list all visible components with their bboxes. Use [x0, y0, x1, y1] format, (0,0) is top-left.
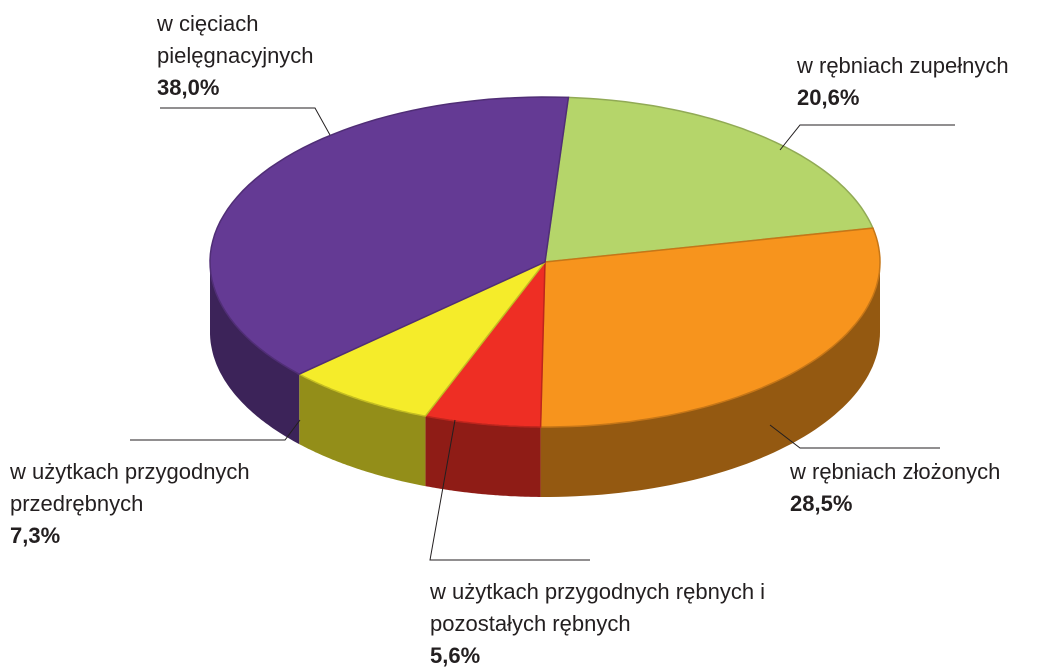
slice — [209, 96, 570, 375]
category-label: w rębniach zupełnych — [797, 53, 1009, 78]
leader-line — [429, 419, 590, 561]
slice-side — [425, 416, 541, 497]
category-label: w cięciach pielęgnacyjnych — [157, 11, 314, 68]
slice-label: w cięciach pielęgnacyjnych 38,0% — [157, 8, 357, 104]
slice-side — [210, 262, 300, 445]
value-label: 5,6% — [430, 643, 481, 667]
slice — [424, 259, 546, 428]
slice-label: w rębniach złożonych 28,5% — [790, 456, 1057, 520]
leader-line — [130, 419, 301, 441]
value-label: 7,3% — [10, 523, 61, 548]
leader-line — [779, 124, 955, 151]
category-label: w rębniach złożonych — [790, 459, 1001, 484]
slice-label: w rębniach zupełnych 20,6% — [797, 50, 1057, 114]
category-label: w użytkach przygodnych rębnych i pozosta… — [430, 579, 766, 636]
slice-side — [299, 374, 426, 487]
slice — [544, 96, 875, 263]
slice-label: w użytkach przygodnych przedrębnych 7,3% — [10, 456, 310, 552]
category-label: w użytkach przygodnych przedrębnych — [10, 459, 250, 516]
value-label: 28,5% — [790, 491, 853, 516]
value-label: 20,6% — [797, 85, 860, 110]
leader-line — [160, 107, 331, 136]
slice-side — [540, 262, 880, 497]
value-label: 38,0% — [157, 75, 220, 100]
slice — [539, 227, 881, 428]
slice — [297, 261, 546, 417]
leader-line — [769, 424, 940, 449]
slice-label: w użytkach przygodnych rębnych i pozosta… — [430, 576, 850, 667]
